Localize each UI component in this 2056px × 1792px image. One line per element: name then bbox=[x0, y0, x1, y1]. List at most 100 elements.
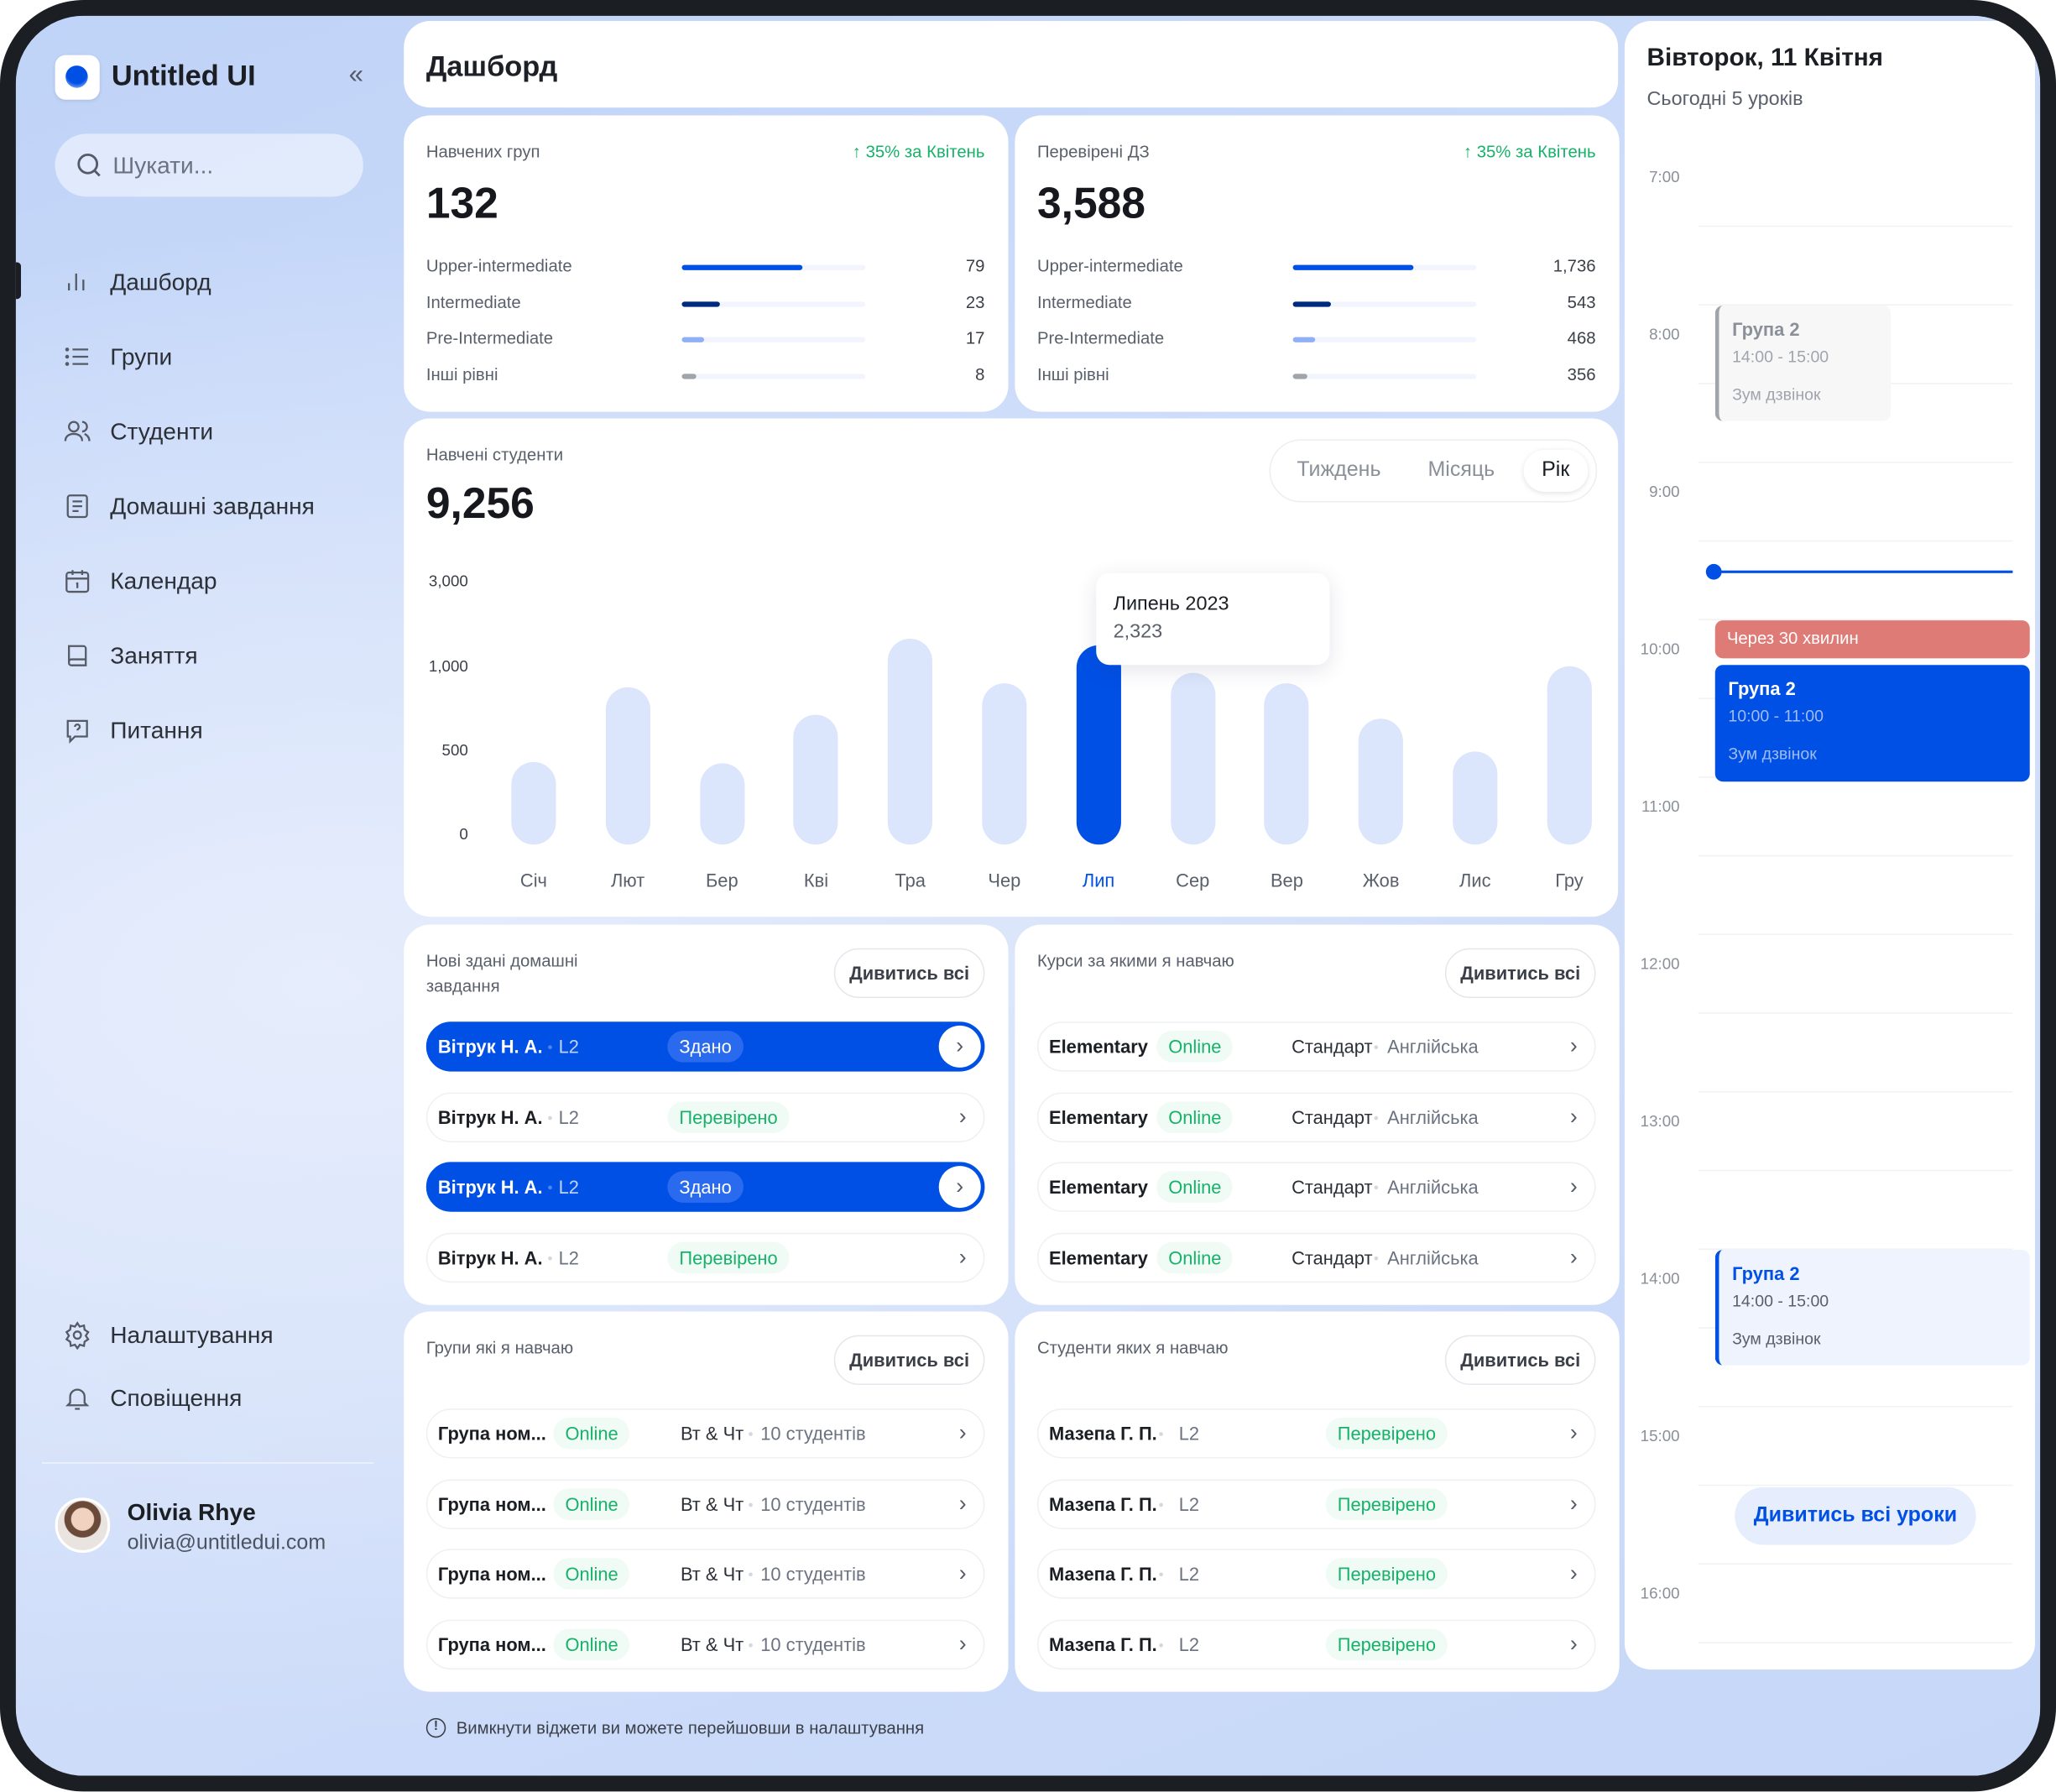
sidebar-item-3[interactable]: Домашні завдання bbox=[63, 487, 315, 526]
current-time-line bbox=[1714, 570, 2013, 573]
calendar-event[interactable]: Група 2 10:00 - 11:00 Зум дзвінок bbox=[1714, 665, 2030, 782]
list-item[interactable]: Elementary Online Стандарт Англійська › bbox=[1036, 1162, 1596, 1213]
list-item[interactable]: Вітрук Н. А. L2 Здано › bbox=[425, 1021, 985, 1072]
view-all-button[interactable]: Дивитись всі bbox=[833, 948, 985, 999]
view-all-button[interactable]: Дивитись всі bbox=[1444, 948, 1596, 999]
calendar-event[interactable]: Група 2 14:00 - 15:00 Зум дзвінок bbox=[1714, 306, 1892, 421]
bar-Лис[interactable] bbox=[1453, 750, 1498, 845]
sidebar-divider bbox=[42, 1462, 374, 1464]
bar-Вер[interactable] bbox=[1264, 683, 1309, 845]
chevron-right-icon[interactable]: › bbox=[1569, 1174, 1578, 1199]
chevron-right-icon[interactable]: › bbox=[938, 1166, 981, 1209]
language-text: Англійська bbox=[1387, 1177, 1479, 1199]
stat-row-label: Pre-Intermediate bbox=[425, 328, 554, 348]
chevron-right-icon[interactable]: › bbox=[958, 1631, 967, 1657]
period-tab-0[interactable]: Тиждень bbox=[1297, 458, 1381, 482]
event-time: 10:00 - 11:00 bbox=[1728, 707, 1824, 726]
list-item[interactable]: Elementary Online Стандарт Англійська › bbox=[1036, 1021, 1596, 1072]
bar-Тра[interactable] bbox=[888, 638, 933, 845]
chevron-right-icon[interactable]: › bbox=[1569, 1491, 1578, 1516]
list-item[interactable]: Вітрук Н. А. L2 Перевірено › bbox=[425, 1232, 985, 1283]
sidebar-bottom-item-0[interactable]: Налаштування bbox=[63, 1315, 274, 1355]
bar-Бер[interactable] bbox=[699, 763, 744, 845]
period-tab-1[interactable]: Місяць bbox=[1427, 458, 1495, 482]
chevron-right-icon[interactable]: › bbox=[1569, 1560, 1578, 1586]
arrow-up-icon: ↑ bbox=[852, 141, 866, 162]
view-all-lessons-button[interactable]: Дивитись всі уроки bbox=[1735, 1486, 1976, 1545]
name-text: Вітрук Н. А. bbox=[437, 1036, 543, 1058]
bar-Жов[interactable] bbox=[1359, 718, 1404, 845]
chevron-right-icon[interactable]: › bbox=[938, 1025, 981, 1068]
active-nav-indicator bbox=[15, 262, 21, 300]
stat-row: Intermediate 23 bbox=[426, 292, 985, 316]
hour-label: 16:00 bbox=[1640, 1584, 1680, 1603]
gear-icon bbox=[65, 1321, 90, 1350]
list-item[interactable]: Мазепа Г. П. L2 Перевірено › bbox=[1036, 1619, 1596, 1670]
chevron-right-icon[interactable]: › bbox=[1569, 1420, 1578, 1445]
chevrons-left-icon[interactable]: « bbox=[348, 60, 364, 90]
footer-note: ! Вимкнути віджети ви можете перейшовши … bbox=[425, 1717, 924, 1738]
chevron-right-icon[interactable]: › bbox=[958, 1560, 967, 1586]
list-item[interactable]: Elementary Online Стандарт Англійська › bbox=[1036, 1232, 1596, 1283]
students-title: Студенти яких я навчаю bbox=[1036, 1337, 1229, 1358]
period-tab-2[interactable]: Рік bbox=[1523, 449, 1589, 492]
period-toggle: Тиждень Місяць Рік bbox=[1269, 439, 1598, 503]
name-text: Мазепа Г. П. bbox=[1049, 1634, 1157, 1656]
list-item[interactable]: Група ном... Online Вт & Чт 10 студентів › bbox=[425, 1619, 985, 1670]
stat-value: 3,588 bbox=[1036, 178, 1145, 227]
bar-Лип[interactable] bbox=[1076, 645, 1121, 845]
list-item[interactable]: Група ном... Online Вт & Чт 10 студентів › bbox=[425, 1479, 985, 1529]
sidebar-item-4[interactable]: Календар bbox=[63, 562, 217, 601]
list-item[interactable]: Elementary Online Стандарт Англійська › bbox=[1036, 1092, 1596, 1142]
view-all-button[interactable]: Дивитись всі bbox=[1444, 1335, 1596, 1385]
separator-dot bbox=[548, 1115, 552, 1120]
list-item[interactable]: Вітрук Н. А. L2 Здано › bbox=[425, 1162, 985, 1213]
hour-gridline bbox=[1698, 1563, 2013, 1565]
chevron-right-icon[interactable]: › bbox=[1569, 1033, 1578, 1058]
x-tick-label: Лют bbox=[610, 869, 645, 891]
chevron-right-icon[interactable]: › bbox=[1569, 1244, 1578, 1270]
status-badge: Online bbox=[553, 1558, 630, 1591]
list-item[interactable]: Мазепа Г. П. L2 Перевірено › bbox=[1036, 1408, 1596, 1459]
sidebar-bottom-item-1[interactable]: Сповіщення bbox=[63, 1378, 242, 1418]
level-text: L2 bbox=[1178, 1423, 1200, 1445]
bar-Кві[interactable] bbox=[793, 714, 839, 845]
calendar-event[interactable]: Група 2 14:00 - 15:00 Зум дзвінок bbox=[1714, 1250, 2030, 1366]
stat-row-value: 17 bbox=[965, 328, 985, 348]
avatar[interactable] bbox=[55, 1497, 111, 1553]
chevron-right-icon[interactable]: › bbox=[958, 1104, 967, 1129]
sidebar-item-5[interactable]: Заняття bbox=[63, 636, 198, 676]
search-input[interactable] bbox=[112, 151, 336, 180]
list-item[interactable]: Мазепа Г. П. L2 Перевірено › bbox=[1036, 1479, 1596, 1529]
bar-Чер[interactable] bbox=[982, 683, 1027, 845]
separator-dot bbox=[749, 1432, 753, 1436]
bar-Лют[interactable] bbox=[605, 687, 650, 845]
progress-track bbox=[681, 300, 866, 307]
view-all-button[interactable]: Дивитись всі bbox=[833, 1335, 985, 1385]
sidebar-item-6[interactable]: Питання bbox=[63, 711, 203, 750]
bar-Січ[interactable] bbox=[511, 762, 556, 845]
chevron-right-icon[interactable]: › bbox=[1569, 1631, 1578, 1657]
sidebar-item-0[interactable]: Дашборд bbox=[63, 263, 211, 302]
chevron-right-icon[interactable]: › bbox=[958, 1491, 967, 1516]
chevron-right-icon[interactable]: › bbox=[958, 1420, 967, 1445]
separator-dot bbox=[548, 1045, 552, 1049]
bar-Гру[interactable] bbox=[1547, 666, 1592, 845]
list-item[interactable]: Мазепа Г. П. L2 Перевірено › bbox=[1036, 1549, 1596, 1600]
chevron-right-icon[interactable]: › bbox=[958, 1244, 967, 1270]
sidebar-item-1[interactable]: Групи bbox=[63, 337, 172, 377]
list-item[interactable]: Група ном... Online Вт & Чт 10 студентів › bbox=[425, 1408, 985, 1459]
days-text: Вт & Чт bbox=[680, 1423, 744, 1445]
level-text: L2 bbox=[1178, 1634, 1200, 1656]
calendar-panel: Вівторок, 11 Квітня Сьогодні 5 уроків Ди… bbox=[1624, 21, 2035, 1670]
sidebar-item-2[interactable]: Студенти bbox=[63, 412, 213, 452]
hour-gridline bbox=[1698, 462, 2013, 463]
chevron-right-icon[interactable]: › bbox=[1569, 1104, 1578, 1129]
search-box[interactable] bbox=[55, 133, 363, 197]
progress-fill bbox=[1292, 300, 1332, 307]
bar-Сер[interactable] bbox=[1170, 672, 1215, 845]
chart-tooltip: Липень 2023 2,323 bbox=[1096, 572, 1330, 666]
hour-label: 8:00 bbox=[1649, 325, 1680, 344]
list-item[interactable]: Вітрук Н. А. L2 Перевірено › bbox=[425, 1092, 985, 1142]
list-item[interactable]: Група ном... Online Вт & Чт 10 студентів › bbox=[425, 1549, 985, 1600]
